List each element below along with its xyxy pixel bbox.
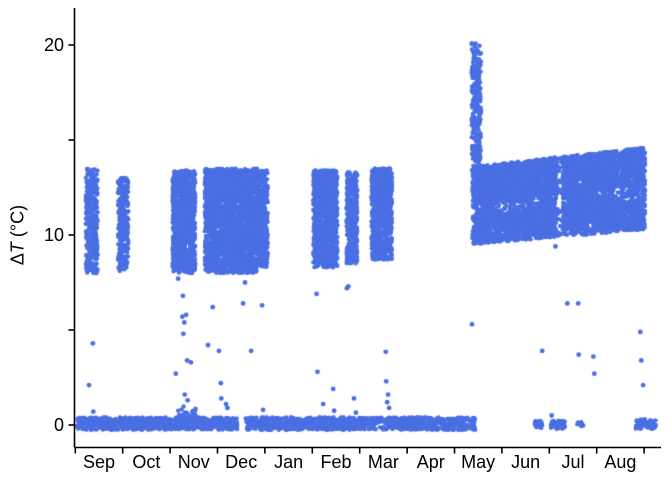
x-tick-label-mar: Mar <box>367 452 399 472</box>
x-tick-label-sep: Sep <box>82 452 116 472</box>
x-tick-label-jul: Jul <box>561 452 585 472</box>
x-tick-label-jun: Jun <box>511 452 541 472</box>
y-tick-label-20: 20 <box>43 35 64 55</box>
x-tick-label-jan: Jan <box>274 452 304 472</box>
x-tick-label-aug: Aug <box>604 452 637 472</box>
y-axis-title-symbol: T <box>7 242 28 254</box>
x-tick-label-may: May <box>461 452 496 472</box>
x-tick-label-oct: Oct <box>132 452 161 472</box>
x-tick-label-nov: Nov <box>177 452 210 472</box>
y-tick-label-0: 0 <box>53 415 64 435</box>
x-tick-label-feb: Feb <box>320 452 352 472</box>
x-tick-label-dec: Dec <box>225 452 258 472</box>
y-tick-label-10: 10 <box>43 225 64 245</box>
x-tick-label-apr: Apr <box>416 452 445 472</box>
y-axis-title-unit: (°C) <box>7 204 28 243</box>
y-axis-title-delta: Δ <box>7 253 28 266</box>
